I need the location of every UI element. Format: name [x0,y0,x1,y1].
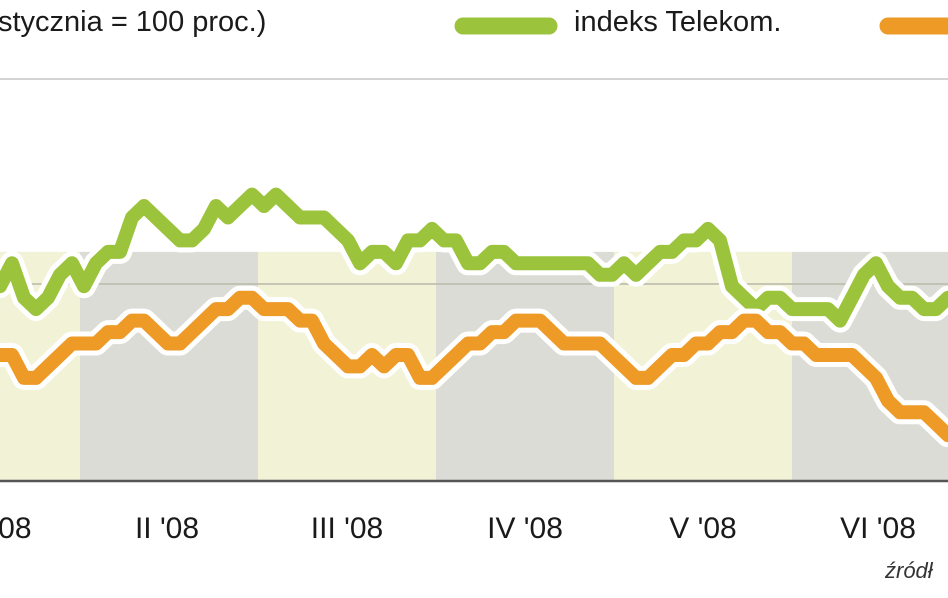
source-label: źródł [885,558,933,583]
x-tick-label: VI '08 [840,512,916,545]
x-tick-label: V '08 [669,512,736,545]
x-tick-label: '08 [0,512,32,545]
chart-subtitle: stycznia = 100 proc.) [0,6,267,38]
month-bands [0,251,948,481]
x-tick-label: II '08 [135,512,199,545]
legend-label-telekom: indeks Telekom. [574,6,782,38]
x-tick-labels: '08 II '08 III '08 IV '08 V '08 VI '08 [0,512,916,545]
x-tick-label: III '08 [311,512,383,545]
month-band [80,251,258,481]
series-line-telekom [0,187,948,328]
month-band [436,251,614,481]
series-line-orange [0,290,948,443]
series-layer [0,182,948,448]
x-tick-label: IV '08 [487,512,563,545]
